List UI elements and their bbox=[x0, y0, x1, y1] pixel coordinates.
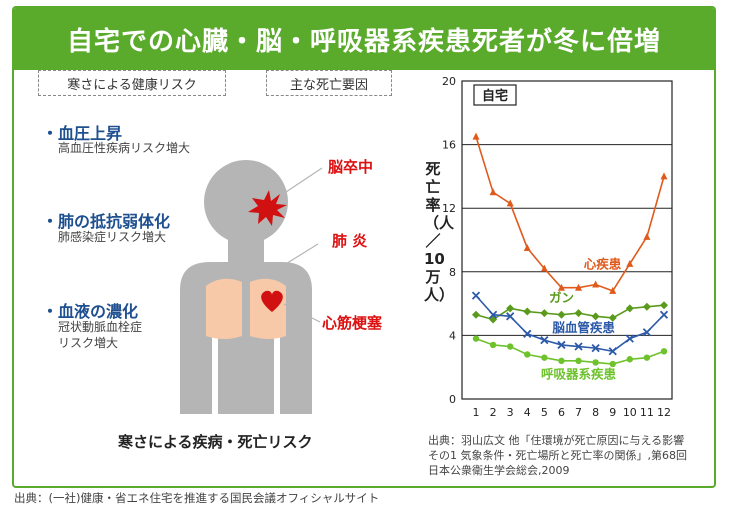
risk-sub-blood-pressure: 高血圧性疾病リスク増大 bbox=[58, 141, 191, 155]
title-banner: 自宅での心臓・脳・呼吸器系疾患死者が冬に倍増 bbox=[14, 8, 714, 70]
x-tick-label: 10 bbox=[623, 406, 637, 417]
series-point bbox=[506, 343, 514, 350]
inset-label-box bbox=[473, 84, 517, 106]
x-tick-label: 3 bbox=[507, 406, 514, 417]
series-point bbox=[625, 334, 634, 343]
risk-title-blood-pressure: ・血圧上昇 bbox=[42, 124, 123, 143]
series-point bbox=[660, 172, 668, 180]
series-point bbox=[574, 309, 583, 318]
series-point bbox=[506, 199, 514, 207]
y-tick-label: 4 bbox=[449, 329, 456, 342]
series-point bbox=[626, 259, 634, 267]
series-point bbox=[524, 351, 531, 358]
x-tick-label: 11 bbox=[640, 406, 654, 417]
x-tick-label: 1 bbox=[473, 406, 480, 417]
risk-title-lung: ・肺の抵抗弱体化 bbox=[42, 212, 171, 231]
series-point bbox=[591, 343, 600, 353]
x-tick-label: 2 bbox=[490, 406, 497, 417]
risk-sub-blood-2: リスク増大 bbox=[58, 336, 119, 350]
series-point bbox=[642, 302, 651, 311]
cause-stroke: 脳卒中 bbox=[328, 158, 374, 176]
series-point bbox=[472, 310, 480, 319]
series-point bbox=[643, 232, 651, 240]
series-point bbox=[574, 342, 583, 351]
series-point bbox=[660, 348, 668, 355]
series-point bbox=[523, 243, 531, 251]
series-line bbox=[475, 337, 665, 365]
series-point bbox=[489, 341, 497, 349]
series-point bbox=[488, 310, 498, 319]
series-point bbox=[608, 313, 617, 322]
x-tick-label: 9 bbox=[609, 406, 616, 417]
y-tick-label: 20 bbox=[442, 75, 456, 88]
series-point bbox=[472, 335, 480, 342]
x-tick-label: 6 bbox=[558, 406, 565, 417]
series-label: 脳血管疾患 bbox=[552, 320, 615, 335]
risk-sub-lung: 肺感染症リスク増大 bbox=[58, 230, 167, 244]
series-point bbox=[523, 329, 532, 338]
series-point bbox=[540, 309, 549, 318]
series-point bbox=[541, 354, 548, 361]
series-point bbox=[575, 283, 583, 291]
series-point bbox=[608, 347, 617, 356]
x-tick-label: 8 bbox=[592, 406, 599, 417]
series-point bbox=[557, 310, 566, 319]
y-tick-label: 16 bbox=[442, 139, 456, 152]
series-label: 心疾患 bbox=[584, 257, 622, 272]
y-tick-label: 0 bbox=[449, 393, 456, 406]
cause-heart-attack: 心筋梗塞 bbox=[322, 314, 383, 332]
series-line bbox=[475, 136, 665, 292]
series-point bbox=[609, 360, 616, 368]
series-point bbox=[592, 359, 599, 366]
cause-pneumonia: 肺 炎 bbox=[332, 232, 368, 250]
series-point bbox=[659, 310, 669, 319]
inset-label: 自宅 bbox=[482, 88, 508, 104]
chart-source-note: 出典：羽山広文 他「住環境が死亡原因に与える影響その1 気象条件・死亡場所と死亡… bbox=[428, 434, 687, 477]
series-point bbox=[609, 286, 617, 294]
series-point bbox=[643, 354, 651, 361]
series-point bbox=[540, 264, 548, 272]
series-label: ガン bbox=[549, 290, 574, 305]
series-point bbox=[575, 357, 582, 365]
risk-sub-blood-1: 冠状動脈血栓症 bbox=[58, 320, 143, 334]
series-point bbox=[626, 356, 634, 363]
x-tick-label: 12 bbox=[657, 406, 671, 417]
main-cause-tag: 主な死亡要因 bbox=[266, 70, 392, 96]
series-point bbox=[592, 280, 600, 288]
series-point bbox=[642, 328, 652, 337]
series-point bbox=[625, 304, 634, 313]
series-point bbox=[557, 283, 565, 291]
y-tick-label: 8 bbox=[449, 266, 456, 279]
x-tick-label: 5 bbox=[541, 406, 548, 417]
series-point bbox=[591, 312, 600, 321]
health-risk-tag: 寒さによる健康リスク bbox=[38, 70, 226, 96]
series-point bbox=[523, 307, 532, 316]
page-source-note: 出典：(一社)健康・省エネ住宅を推進する国民会議オフィシャルサイト bbox=[14, 491, 380, 505]
series-point bbox=[557, 340, 566, 350]
series-point bbox=[558, 357, 565, 365]
series-line bbox=[475, 304, 665, 321]
series-label: 呼吸器系疾患 bbox=[541, 366, 617, 381]
series-point bbox=[506, 304, 515, 313]
series-point bbox=[472, 132, 480, 140]
series-line bbox=[475, 295, 665, 353]
banner-title: 自宅での心臓・脳・呼吸器系疾患死者が冬に倍増 bbox=[66, 26, 661, 57]
x-tick-label: 4 bbox=[524, 406, 531, 417]
figure-caption: 寒さによる疾病・死亡リスク bbox=[118, 433, 313, 451]
x-tick-label: 7 bbox=[575, 406, 582, 417]
series-point bbox=[540, 336, 549, 345]
series-point bbox=[506, 312, 515, 321]
series-point bbox=[471, 291, 481, 300]
series-point bbox=[660, 301, 668, 310]
plot-frame bbox=[461, 80, 673, 400]
y-tick-label: 12 bbox=[442, 202, 456, 215]
risk-title-blood: ・血液の濃化 bbox=[42, 302, 139, 321]
series-point bbox=[489, 188, 497, 196]
